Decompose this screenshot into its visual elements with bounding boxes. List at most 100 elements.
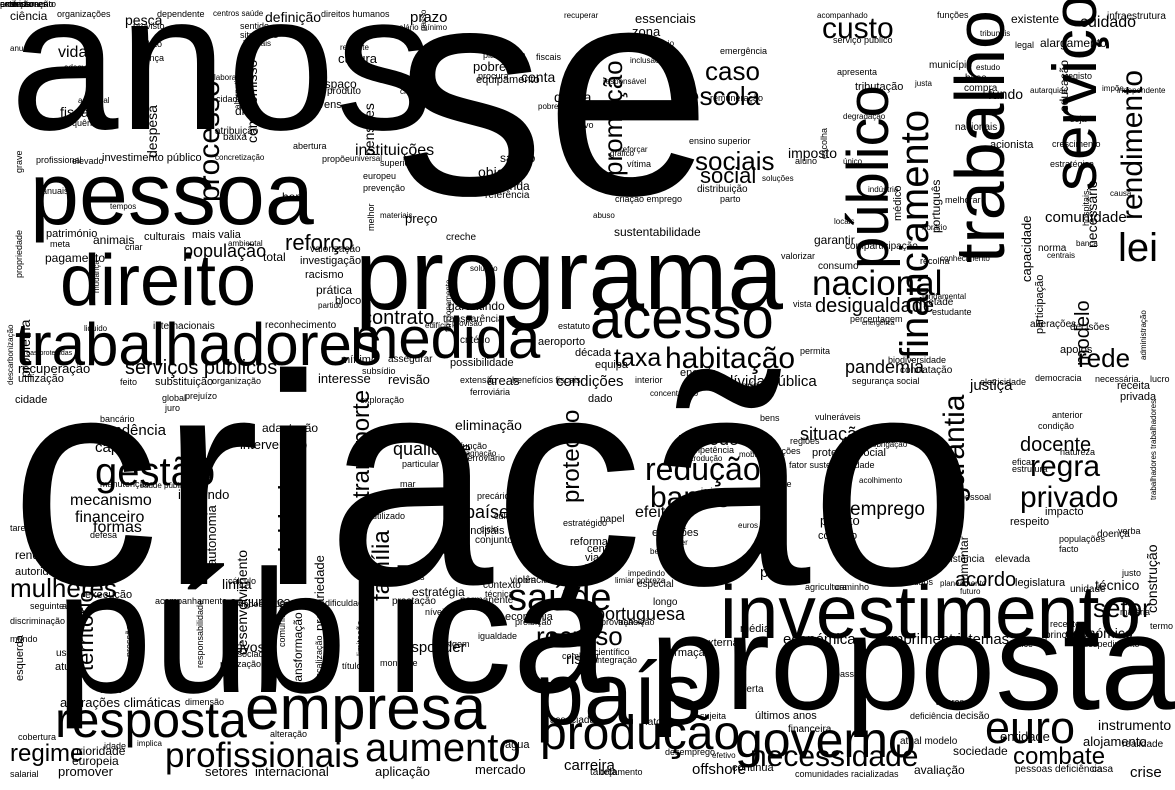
word-pais: país (535, 644, 702, 743)
word-crianca: criança (135, 53, 165, 63)
word-estatuto: estatuto (558, 321, 591, 331)
word-responsavel: responsável (603, 77, 647, 86)
word-universal: universal (350, 154, 383, 163)
word-base: base (965, 73, 987, 84)
word-recolha: recolha (920, 256, 950, 266)
word-acordo: acordo (955, 569, 1017, 591)
word-fiscal: fiscal (60, 104, 92, 120)
word-carreira: carreira (564, 757, 615, 774)
word-reducao: redução (645, 451, 761, 487)
word-plataforma: plataforma (483, 50, 526, 60)
word-verba: verba (1118, 526, 1141, 536)
word-anuais: anuais (42, 186, 69, 196)
word-estrategia: estratégia (412, 585, 465, 599)
word-nacionais: nacionais (955, 122, 998, 133)
word-negocio: negócio (646, 39, 675, 48)
word-descarbonizacao: descarbonização (6, 324, 15, 385)
word-se: se (395, 0, 712, 258)
word-seguinte: seguinte (30, 601, 65, 611)
word-publica: pública (55, 535, 610, 730)
word-aprovacao: aprovação (596, 617, 639, 627)
word-plano: plano (760, 564, 797, 581)
word-niveis: níveis (425, 607, 449, 617)
word-norma: norma (1038, 243, 1067, 254)
word-situacao: situação (800, 424, 868, 444)
word-aeroporto: aeroporto (538, 336, 586, 348)
word-sistemas: sistemas (950, 631, 1010, 648)
word-agua: água (505, 739, 530, 751)
word-estrutura: estrutura (1012, 464, 1048, 474)
word-criar: criar (125, 242, 143, 252)
word-divida: dívida (554, 89, 592, 105)
word-energia: energia (680, 367, 717, 379)
word-pratica: prática (316, 283, 353, 297)
word-pessoal: pessoal (960, 492, 992, 502)
word-investimento-publico: investimento público (102, 152, 202, 164)
word-crescimento: crescimento (1052, 139, 1101, 149)
word-atividade: atividade (273, 469, 303, 574)
word-setor: setor (1093, 593, 1151, 623)
word-titulo: título (342, 661, 362, 671)
word-responder: responder (398, 639, 466, 656)
word-assente: assente (760, 479, 792, 489)
word-existencia: existência (940, 554, 985, 565)
word-prestacao: prestação (392, 596, 436, 607)
word-extensao: extensão (460, 375, 497, 385)
word-precariedade: precariedade (312, 555, 327, 631)
word-juro: juro (165, 403, 181, 413)
word-garantindo: garantindo (448, 299, 505, 313)
word-transporte: transporte (348, 389, 375, 498)
word-calculo: cálculo (228, 576, 257, 586)
word-papel: papel (600, 514, 625, 525)
word-problema: problema (17, 319, 33, 378)
word-recente: recente (1050, 619, 1081, 629)
word-pessoa: pessoa (30, 144, 314, 243)
word-pobre: pobre (538, 102, 559, 111)
word-mais-valia: mais valia (192, 229, 241, 241)
word-construcao: construção (1144, 544, 1160, 613)
word-condicao: condição (1038, 421, 1075, 431)
word-dependente: dependente (157, 9, 205, 19)
word-tecnica: técnica (485, 589, 514, 599)
word-funcoes: funções (937, 10, 969, 20)
word-obrigacao: obrigação (872, 440, 908, 449)
word-necessaria: necessária (1095, 374, 1139, 384)
word-reforma: reforma (570, 536, 608, 548)
word-estudante: estudante (932, 307, 972, 317)
word-dificuldade: dificuldade (325, 598, 369, 608)
word-elevado: elevado (72, 156, 104, 166)
word-atual-modelo: atual modelo (900, 736, 958, 747)
word-europeu: europeu (363, 171, 397, 181)
word-estrategico: estratégico (563, 518, 608, 528)
word-equipa: equipa (595, 359, 629, 371)
word-assegurar: assegurar (388, 354, 433, 365)
word-respeito: respeito (1010, 516, 1050, 528)
word-vida: vida (58, 44, 88, 61)
word-sociedade: sociedade (953, 744, 1008, 758)
word-principais: principais (458, 525, 505, 537)
word-desigualdade: desigualdade (815, 295, 934, 317)
word-criacao: criação (10, 312, 978, 648)
word-fiscais: fiscais (536, 52, 562, 62)
word-animais: animais (93, 233, 135, 247)
word-grafico: gráfico (610, 149, 635, 158)
word-protecao-social: proteção social (812, 447, 886, 459)
word-empresa: empresa (245, 674, 487, 743)
word-direito: direito (60, 241, 257, 321)
word-provisao: provisão (452, 319, 483, 328)
word-inclusao: inclusão (630, 56, 660, 65)
word-biodiversidade: biodiversidade (888, 355, 947, 365)
word-proteger: proteger (658, 538, 688, 547)
word-definicao: definição (265, 9, 322, 25)
word-projeto: projeto (820, 513, 860, 528)
word-lei: lei (1118, 226, 1159, 270)
word-regime: regime (10, 740, 84, 767)
word-exploracao: exploração (360, 395, 405, 405)
word-elevada: elevada (995, 554, 1031, 565)
word-capital: capital (95, 439, 139, 456)
word-melhor: melhor (366, 203, 376, 231)
word-mobilidade: mobilidade (739, 450, 778, 459)
word-criterio: critério (460, 335, 491, 346)
word-custo: custo (822, 12, 894, 45)
word-ultimos-anos: últimos anos (755, 710, 817, 722)
